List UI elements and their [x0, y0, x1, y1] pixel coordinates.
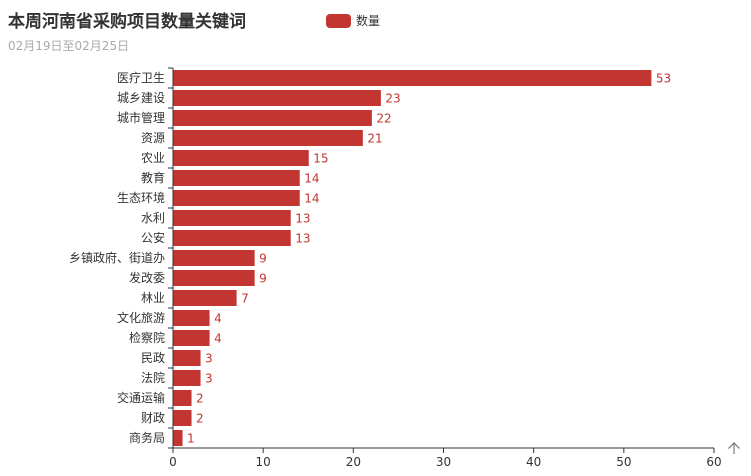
bar	[173, 370, 201, 386]
category-label: 城乡建设	[117, 91, 165, 105]
category-label: 检察院	[129, 330, 165, 345]
bar	[173, 190, 300, 206]
data-label: 13	[295, 232, 310, 246]
category-label: 法院	[141, 371, 165, 385]
data-label: 14	[304, 192, 319, 206]
bar	[173, 130, 363, 146]
legend-swatch	[326, 13, 351, 28]
category-label: 商务局	[129, 430, 165, 445]
x-tick-label: 20	[346, 455, 361, 469]
data-label: 2	[196, 392, 204, 406]
category-label: 资源	[141, 131, 165, 145]
category-label: 交通运输	[117, 390, 165, 405]
bar	[173, 330, 210, 346]
bar	[173, 90, 381, 106]
chart-subtitle: 02月19日至02月25日	[8, 39, 130, 53]
bar	[173, 270, 255, 286]
category-label: 农业	[141, 151, 165, 165]
bar	[173, 110, 372, 126]
data-label: 9	[259, 252, 267, 266]
category-label: 林业	[141, 291, 165, 305]
category-label: 财政	[141, 411, 165, 425]
category-label: 民政	[141, 351, 165, 365]
x-tick-label: 60	[706, 455, 721, 469]
bar	[173, 70, 652, 86]
category-label: 公安	[141, 230, 165, 245]
category-label: 城市管理	[117, 110, 165, 125]
legend-label: 数量	[356, 14, 381, 28]
bar	[173, 410, 192, 426]
bar	[173, 230, 291, 246]
bar	[173, 210, 291, 226]
data-label: 4	[214, 332, 222, 346]
bar	[173, 150, 309, 166]
data-label: 4	[214, 312, 222, 326]
category-label: 生态环境	[117, 190, 165, 205]
data-label: 21	[367, 132, 382, 146]
chart-title: 本周河南省采购项目数量关键词	[8, 12, 246, 32]
bar	[173, 430, 183, 446]
category-label: 文化旅游	[117, 310, 165, 325]
bar	[173, 390, 192, 406]
bar	[173, 290, 237, 306]
data-label: 3	[205, 352, 213, 366]
data-label: 2	[196, 412, 204, 426]
legend-item[interactable]: 数量	[326, 12, 380, 29]
data-label: 1	[187, 432, 195, 446]
bar	[173, 310, 210, 326]
data-label: 14	[304, 172, 319, 186]
category-label: 医疗卫生	[117, 71, 165, 85]
x-tick-label: 40	[526, 455, 541, 469]
bar	[173, 350, 201, 366]
x-tick-label: 0	[169, 455, 177, 469]
bar	[173, 170, 300, 186]
data-label: 23	[385, 92, 400, 106]
data-label: 53	[656, 72, 671, 86]
category-label: 发改委	[129, 270, 165, 285]
x-tick-label: 10	[256, 455, 271, 469]
data-label: 7	[241, 292, 249, 306]
bar	[173, 250, 255, 266]
category-label: 水利	[141, 211, 165, 225]
data-label: 3	[205, 372, 213, 386]
data-label: 13	[295, 212, 310, 226]
data-label: 9	[259, 272, 267, 286]
category-label: 教育	[141, 170, 165, 185]
x-tick-label: 50	[616, 455, 631, 469]
x-tick-label: 30	[436, 455, 451, 469]
data-label: 22	[376, 112, 391, 126]
data-label: 15	[313, 152, 328, 166]
arrow-up-icon[interactable]	[727, 440, 741, 456]
category-label: 乡镇政府、街道办	[69, 250, 165, 265]
